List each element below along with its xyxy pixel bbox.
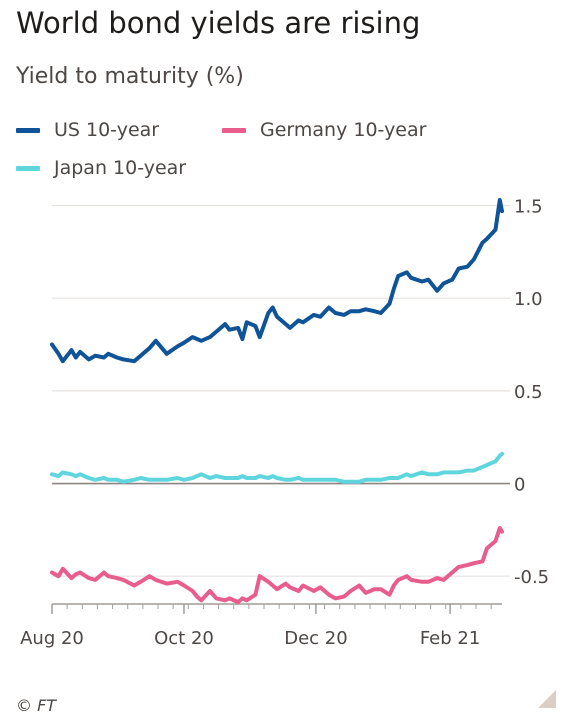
y-tick-label: 0 bbox=[514, 475, 525, 496]
x-tick-label: Feb 21 bbox=[420, 628, 481, 649]
legend-swatch-japan bbox=[16, 165, 40, 171]
legend-label-us: US 10-year bbox=[54, 119, 160, 141]
chart-title: World bond yields are rising bbox=[16, 6, 421, 40]
x-tick-label: Aug 20 bbox=[20, 628, 84, 649]
corner-triangle-decoration bbox=[538, 690, 556, 708]
series-line-us-10-year bbox=[50, 198, 504, 364]
legend-item-japan: Japan 10-year bbox=[16, 156, 186, 180]
legend-swatch-germany bbox=[222, 127, 246, 133]
legend-item-us: US 10-year bbox=[16, 118, 159, 142]
y-tick-label: 1.5 bbox=[514, 197, 543, 218]
legend-swatch-us bbox=[16, 127, 40, 133]
x-tick-label: Oct 20 bbox=[154, 628, 214, 649]
legend-label-japan: Japan 10-year bbox=[54, 157, 187, 179]
series-line-japan-10-year bbox=[50, 451, 504, 484]
legend-label-germany: Germany 10-year bbox=[260, 119, 427, 141]
chart-subtitle: Yield to maturity (%) bbox=[16, 64, 244, 89]
y-tick-label: -0.5 bbox=[514, 567, 549, 588]
source-credit: © FT bbox=[16, 696, 57, 715]
series-line-germany-10-year bbox=[50, 526, 504, 605]
y-tick-label: 0.5 bbox=[514, 382, 543, 403]
x-tick-label: Dec 20 bbox=[284, 628, 347, 649]
y-tick-label: 1.0 bbox=[514, 289, 543, 310]
legend-item-germany: Germany 10-year bbox=[222, 118, 426, 142]
